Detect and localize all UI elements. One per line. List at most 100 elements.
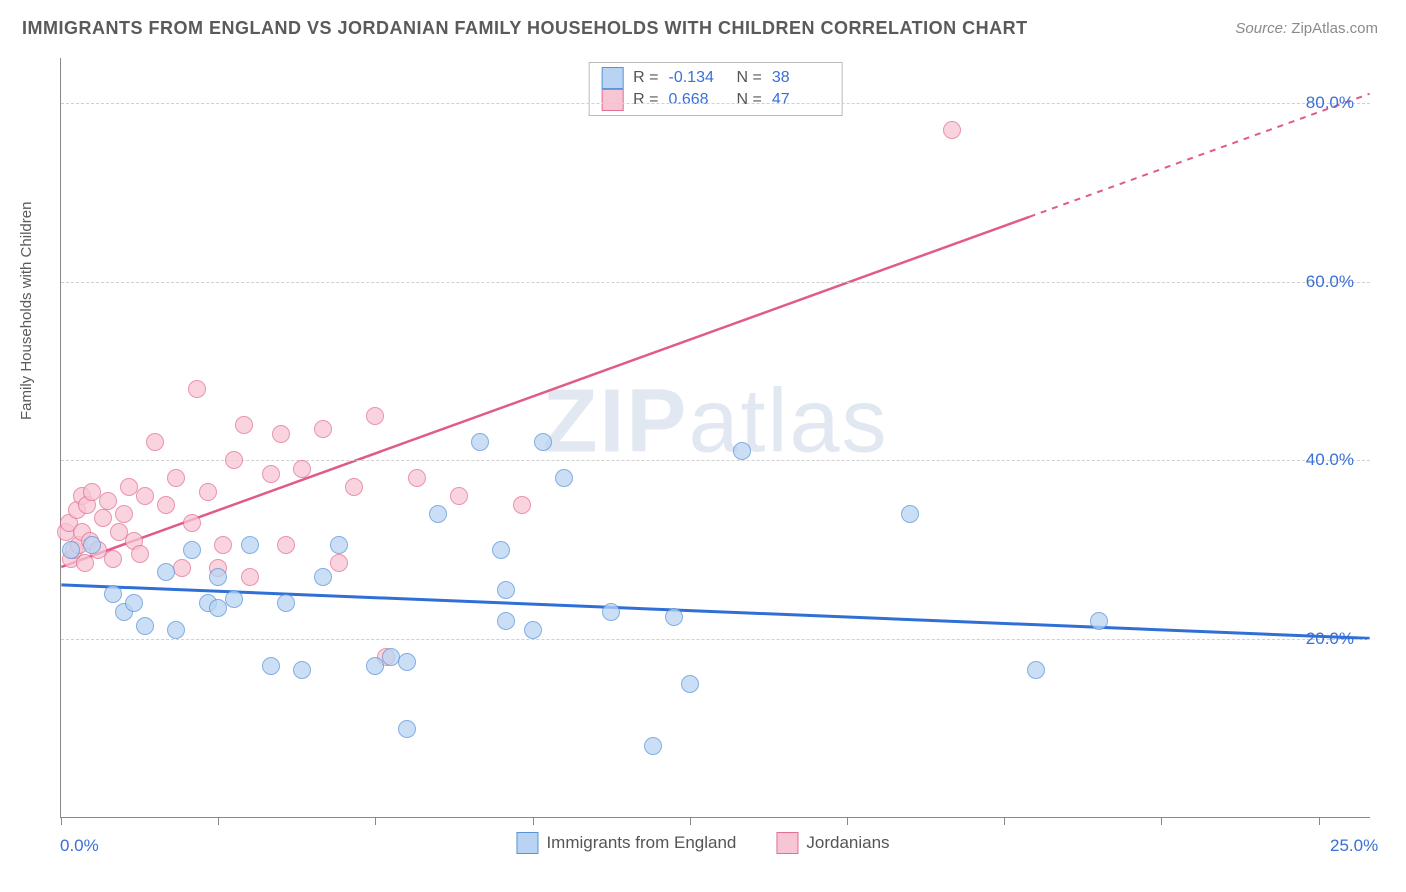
- data-point: [183, 514, 201, 532]
- trendlines-svg: [61, 58, 1370, 817]
- data-point: [492, 541, 510, 559]
- x-tick: [1161, 817, 1162, 825]
- legend-item: Immigrants from England: [516, 832, 736, 854]
- data-point: [497, 581, 515, 599]
- y-tick-label: 20.0%: [1306, 629, 1354, 649]
- gridline: [61, 282, 1370, 283]
- x-tick: [847, 817, 848, 825]
- data-point: [901, 505, 919, 523]
- data-point: [345, 478, 363, 496]
- r-value: 0.668: [669, 91, 727, 109]
- data-point: [241, 568, 259, 586]
- y-tick-label: 60.0%: [1306, 272, 1354, 292]
- data-point: [408, 469, 426, 487]
- data-point: [272, 425, 290, 443]
- data-point: [157, 563, 175, 581]
- data-point: [214, 536, 232, 554]
- data-point: [534, 433, 552, 451]
- data-point: [173, 559, 191, 577]
- data-point: [183, 541, 201, 559]
- data-point: [602, 603, 620, 621]
- x-tick-label: 25.0%: [1330, 836, 1378, 856]
- data-point: [555, 469, 573, 487]
- data-point: [398, 720, 416, 738]
- n-label: N =: [737, 91, 762, 109]
- x-tick: [1004, 817, 1005, 825]
- data-point: [99, 492, 117, 510]
- data-point: [83, 536, 101, 554]
- source-label: Source:: [1235, 20, 1287, 37]
- chart-title: IMMIGRANTS FROM ENGLAND VS JORDANIAN FAM…: [22, 18, 1028, 39]
- x-tick: [61, 817, 62, 825]
- data-point: [366, 407, 384, 425]
- data-point: [167, 621, 185, 639]
- data-point: [94, 509, 112, 527]
- data-point: [131, 545, 149, 563]
- watermark-rest: atlas: [688, 372, 888, 472]
- data-point: [262, 465, 280, 483]
- gridline: [61, 639, 1370, 640]
- data-point: [146, 433, 164, 451]
- gridline: [61, 460, 1370, 461]
- x-tick: [218, 817, 219, 825]
- data-point: [665, 608, 683, 626]
- source-attribution: Source: ZipAtlas.com: [1235, 20, 1378, 37]
- data-point: [330, 536, 348, 554]
- legend-swatch: [601, 89, 623, 111]
- r-value: -0.134: [669, 69, 727, 87]
- data-point: [314, 568, 332, 586]
- data-point: [277, 594, 295, 612]
- data-point: [681, 675, 699, 693]
- scatter-plot-area: ZIPatlas R =-0.134N =38R =0.668N =47: [60, 58, 1370, 818]
- data-point: [497, 612, 515, 630]
- y-tick-label: 80.0%: [1306, 93, 1354, 113]
- data-point: [1090, 612, 1108, 630]
- watermark: ZIPatlas: [542, 371, 888, 474]
- x-tick: [690, 817, 691, 825]
- data-point: [262, 657, 280, 675]
- x-tick: [375, 817, 376, 825]
- data-point: [1027, 661, 1045, 679]
- n-label: N =: [737, 69, 762, 87]
- gridline: [61, 103, 1370, 104]
- data-point: [943, 121, 961, 139]
- y-tick-label: 40.0%: [1306, 450, 1354, 470]
- data-point: [209, 568, 227, 586]
- data-point: [62, 541, 80, 559]
- legend-label: Jordanians: [806, 833, 889, 853]
- stats-legend: R =-0.134N =38R =0.668N =47: [588, 62, 843, 116]
- stats-row: R =0.668N =47: [601, 89, 830, 111]
- data-point: [199, 483, 217, 501]
- data-point: [524, 621, 542, 639]
- data-point: [115, 505, 133, 523]
- data-point: [471, 433, 489, 451]
- data-point: [277, 536, 295, 554]
- data-point: [225, 451, 243, 469]
- data-point: [513, 496, 531, 514]
- data-point: [450, 487, 468, 505]
- legend-item: Jordanians: [776, 832, 889, 854]
- r-label: R =: [633, 91, 658, 109]
- data-point: [235, 416, 253, 434]
- stats-row: R = -0.134 N = 38: [601, 67, 830, 89]
- data-point: [136, 617, 154, 635]
- n-value: 38: [772, 69, 830, 87]
- r-label: R =: [633, 69, 658, 87]
- y-axis-label: Family Households with Children: [18, 202, 35, 420]
- x-tick: [1319, 817, 1320, 825]
- legend-swatch: [516, 832, 538, 854]
- data-point: [188, 380, 206, 398]
- data-point: [314, 420, 332, 438]
- data-point: [429, 505, 447, 523]
- data-point: [644, 737, 662, 755]
- source-value: ZipAtlas.com: [1291, 20, 1378, 37]
- data-point: [136, 487, 154, 505]
- data-point: [293, 661, 311, 679]
- data-point: [104, 550, 122, 568]
- data-point: [293, 460, 311, 478]
- data-point: [330, 554, 348, 572]
- data-point: [76, 554, 94, 572]
- data-point: [241, 536, 259, 554]
- data-point: [125, 594, 143, 612]
- data-point: [398, 653, 416, 671]
